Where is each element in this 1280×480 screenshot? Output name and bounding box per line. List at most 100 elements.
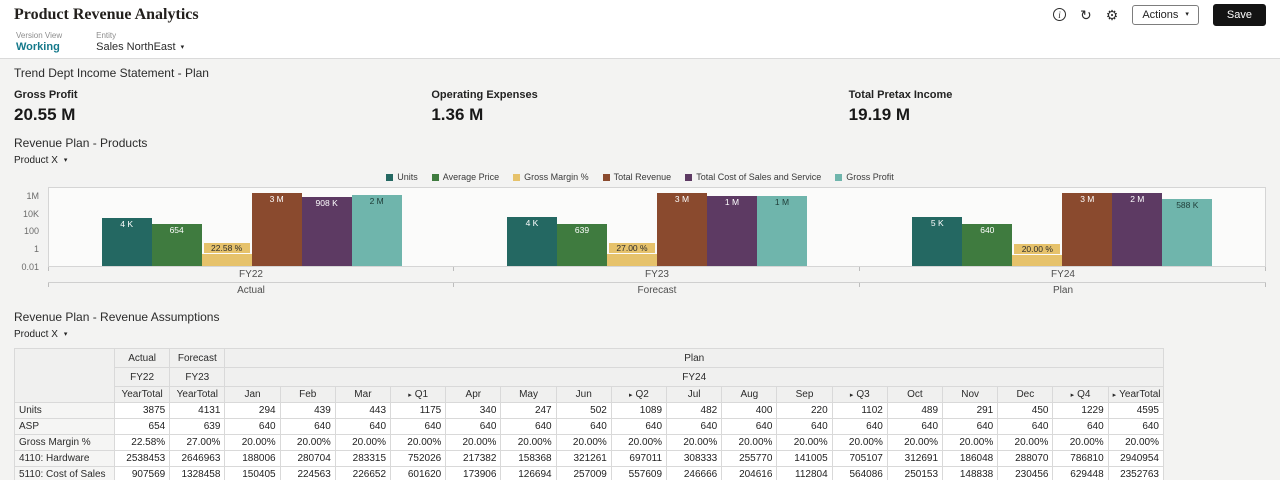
grid-cell[interactable]: 2352763 — [1107, 466, 1165, 480]
chart-bar[interactable]: 3 M — [1062, 192, 1113, 266]
chart-bar[interactable]: 27.00 % — [606, 242, 657, 266]
grid-cell[interactable]: 443 — [334, 402, 392, 419]
grid-cell[interactable]: 2646963 — [169, 450, 226, 467]
year-header-fy24[interactable]: FY24 — [224, 367, 1164, 387]
version-selector[interactable]: Version View Working — [16, 31, 62, 53]
grid-cell[interactable]: 150405 — [224, 466, 281, 480]
grid-cell[interactable]: 640 — [610, 418, 668, 435]
year-header-fy22[interactable]: FY22 — [113, 367, 171, 387]
period-header-nov[interactable]: Nov — [942, 386, 999, 403]
grid-cell[interactable]: 250153 — [886, 466, 944, 480]
grid-cell[interactable]: 280704 — [279, 450, 336, 467]
period-header-oct[interactable]: Oct — [886, 386, 944, 403]
period-header-q3[interactable]: ▸ Q3 — [831, 386, 888, 403]
period-header-q1[interactable]: ▸ Q1 — [390, 386, 447, 403]
grid-cell[interactable]: 20.00% — [997, 434, 1054, 451]
chart-bar[interactable]: 3 M — [251, 193, 302, 266]
year-header-fy23[interactable]: FY23 — [169, 367, 226, 387]
grid-cell[interactable]: 141005 — [776, 450, 833, 467]
entity-selector[interactable]: Entity Sales NorthEast ▾ — [96, 31, 184, 53]
period-header-dec[interactable]: Dec — [997, 386, 1054, 403]
grid-cell[interactable]: 640 — [942, 418, 999, 435]
grid-cell[interactable]: 294 — [224, 402, 281, 419]
expand-triangle-icon[interactable]: ▸ — [629, 392, 633, 399]
row-header[interactable]: Units — [14, 402, 115, 419]
grid-cell[interactable]: 4595 — [1107, 402, 1165, 419]
grid-cell[interactable]: 752026 — [390, 450, 447, 467]
period-header-q4[interactable]: ▸ Q4 — [1052, 386, 1109, 403]
grid-cell[interactable]: 640 — [721, 418, 778, 435]
row-header[interactable]: 5110: Cost of Sales — [14, 466, 115, 480]
grid-cell[interactable]: 126694 — [500, 466, 557, 480]
chart-bar[interactable]: 640 — [962, 224, 1013, 266]
refresh-icon[interactable]: ↻ — [1080, 6, 1092, 23]
grid-cell[interactable]: 654 — [113, 418, 171, 435]
info-icon[interactable]: i — [1053, 8, 1067, 21]
scenario-header-forecast[interactable]: Forecast — [169, 348, 226, 368]
version-value[interactable]: Working — [16, 41, 60, 53]
period-header-yeartotal[interactable]: YearTotal — [169, 386, 226, 403]
grid-cell[interactable]: 400 — [721, 402, 778, 419]
grid-cell[interactable]: 786810 — [1052, 450, 1109, 467]
period-header-yeartotal[interactable]: YearTotal — [113, 386, 171, 403]
legend-item[interactable]: Average Price — [431, 172, 499, 182]
chart-bar[interactable]: 588 K — [1162, 198, 1213, 266]
expand-triangle-icon[interactable]: ▸ — [1112, 392, 1117, 399]
grid-cell[interactable]: 22.58% — [113, 434, 171, 451]
grid-cell[interactable]: 257009 — [555, 466, 612, 480]
grid-cell[interactable]: 20.00% — [666, 434, 723, 451]
grid-cell[interactable]: 640 — [555, 418, 612, 435]
grid-cell[interactable]: 2940954 — [1107, 450, 1165, 467]
entity-value[interactable]: Sales NorthEast ▾ — [96, 41, 184, 53]
expand-triangle-icon[interactable]: ▸ — [408, 392, 412, 399]
grid-cell[interactable]: 20.00% — [942, 434, 999, 451]
grid-cell[interactable]: 340 — [445, 402, 502, 419]
grid-cell[interactable]: 601620 — [390, 466, 447, 480]
row-header[interactable]: ASP — [14, 418, 115, 435]
period-header-aug[interactable]: Aug — [721, 386, 778, 403]
grid-cell[interactable]: 291 — [942, 402, 999, 419]
grid-cell[interactable]: 640 — [500, 418, 557, 435]
grid-cell[interactable]: 158368 — [500, 450, 557, 467]
grid-cell[interactable]: 220 — [776, 402, 833, 419]
grid-cell[interactable]: 283315 — [334, 450, 392, 467]
grid-cell[interactable]: 629448 — [1052, 466, 1109, 480]
grid-cell[interactable]: 640 — [831, 418, 888, 435]
grid-cell[interactable]: 230456 — [997, 466, 1054, 480]
grid-cell[interactable]: 3875 — [113, 402, 171, 419]
legend-item[interactable]: Total Revenue — [602, 172, 671, 182]
period-header-jan[interactable]: Jan — [224, 386, 281, 403]
grid-cell[interactable]: 20.00% — [555, 434, 612, 451]
row-header[interactable]: 4110: Hardware — [14, 450, 115, 467]
legend-item[interactable]: Gross Margin % — [513, 172, 589, 182]
grid-cell[interactable]: 188006 — [224, 450, 281, 467]
grid-cell[interactable]: 502 — [555, 402, 612, 419]
grid-cell[interactable]: 1229 — [1052, 402, 1109, 419]
grid-cell[interactable]: 224563 — [279, 466, 336, 480]
grid-cell[interactable]: 640 — [445, 418, 502, 435]
grid-cell[interactable]: 640 — [666, 418, 723, 435]
row-header[interactable]: Gross Margin % — [14, 434, 115, 451]
grid-cell[interactable]: 20.00% — [334, 434, 392, 451]
grid-cell[interactable]: 697011 — [610, 450, 668, 467]
grid-cell[interactable]: 640 — [776, 418, 833, 435]
grid-cell[interactable]: 20.00% — [224, 434, 281, 451]
grid-cell[interactable]: 20.00% — [390, 434, 447, 451]
scenario-header-actual[interactable]: Actual — [113, 348, 171, 368]
grid-cell[interactable]: 907569 — [113, 466, 171, 480]
period-header-may[interactable]: May — [500, 386, 557, 403]
grid-cell[interactable]: 20.00% — [279, 434, 336, 451]
grid-cell[interactable]: 482 — [666, 402, 723, 419]
grid-cell[interactable]: 640 — [224, 418, 281, 435]
chart-bar[interactable]: 1 M — [706, 195, 757, 266]
grid-cell[interactable]: 640 — [334, 418, 392, 435]
chart-bar[interactable]: 639 — [556, 224, 607, 266]
chart-bar[interactable]: 2 M — [351, 194, 402, 266]
product-filter-table[interactable]: Product X ▾ — [14, 329, 67, 340]
scenario-header-plan[interactable]: Plan — [224, 348, 1164, 368]
grid-cell[interactable]: 20.00% — [610, 434, 668, 451]
grid-cell[interactable]: 204616 — [721, 466, 778, 480]
grid-cell[interactable]: 226652 — [334, 466, 392, 480]
grid-cell[interactable]: 308333 — [666, 450, 723, 467]
grid-cell[interactable]: 20.00% — [721, 434, 778, 451]
